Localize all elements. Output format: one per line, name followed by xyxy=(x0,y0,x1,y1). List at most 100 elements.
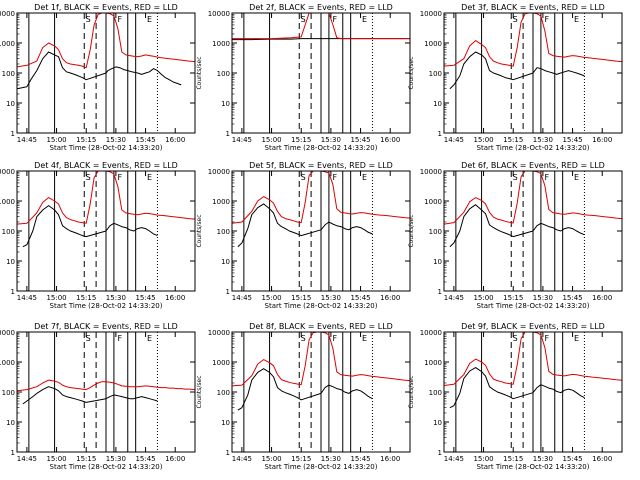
x-tick-label: 14:45 xyxy=(444,136,464,144)
x-tick-label: 15:30 xyxy=(321,294,341,302)
annotation-letter: F xyxy=(118,15,123,24)
x-tick-label: 15:15 xyxy=(76,136,96,144)
y-tick-label: 100 xyxy=(217,389,230,397)
y-tick-label: 10 xyxy=(433,100,442,108)
x-tick-label: 15:30 xyxy=(533,294,553,302)
y-tick-label: 1000 xyxy=(212,198,230,206)
annotation-letter: E xyxy=(574,334,579,343)
annotation-letter: F xyxy=(118,334,123,343)
x-tick-label: 15:45 xyxy=(350,455,370,463)
chart-title: Det 9f, BLACK = Events, RED = LLD xyxy=(461,322,605,331)
y-tick-label: 10000 xyxy=(0,168,15,176)
x-tick-label: 16:00 xyxy=(380,136,400,144)
series-events-line xyxy=(16,51,182,90)
x-tick-label: 15:30 xyxy=(106,294,126,302)
x-tick-label: 15:15 xyxy=(503,294,523,302)
chart-title: Det 3f, BLACK = Events, RED = LLD xyxy=(461,3,605,12)
plot-frame xyxy=(231,12,411,134)
annotation-letter: E xyxy=(147,173,152,182)
y-tick-label: 10000 xyxy=(420,329,442,337)
series-events-line xyxy=(449,367,585,409)
x-axis-label: Start Time (28-Oct-02 14:33:20) xyxy=(50,302,163,310)
x-tick-label: 14:45 xyxy=(17,136,37,144)
y-tick-label: 10 xyxy=(221,258,230,266)
chart-panel-7: Det 7f, BLACK = Events, RED = LLD 1 10 100 1… xyxy=(0,322,196,471)
annotation-letter: S xyxy=(301,334,306,343)
y-tick-label: 1 xyxy=(11,130,15,138)
x-tick-label: 14:45 xyxy=(444,294,464,302)
y-tick-label: 1 xyxy=(438,130,442,138)
x-tick-label: 14:45 xyxy=(232,136,252,144)
x-tick-label: 15:15 xyxy=(291,294,311,302)
y-tick-label: 10 xyxy=(221,100,230,108)
x-tick-label: 15:30 xyxy=(321,455,341,463)
annotation-letter: F xyxy=(333,173,338,182)
series-events-line xyxy=(449,51,585,90)
y-tick-label: 100 xyxy=(429,70,442,78)
x-tick-label: 16:00 xyxy=(165,294,185,302)
y-axis-label: Counts/sec xyxy=(196,375,203,408)
series-lld-line xyxy=(443,12,623,67)
x-axis-label: Start Time (28-Oct-02 14:33:20) xyxy=(477,463,590,471)
y-axis-label: Counts/sec xyxy=(408,375,415,408)
chart-title: Det 8f, BLACK = Events, RED = LLD xyxy=(249,322,393,331)
annotation-letter: E xyxy=(362,15,367,24)
y-tick-label: 1000 xyxy=(212,40,230,48)
y-tick-label: 10 xyxy=(6,258,15,266)
y-tick-label: 1000 xyxy=(212,359,230,367)
chart-panel-9: Det 9f, BLACK = Events, RED = LLD 1 10 100 1… xyxy=(408,322,623,471)
x-axis-label: Start Time (28-Oct-02 14:33:20) xyxy=(265,463,378,471)
annotation-letter: S xyxy=(86,334,91,343)
y-tick-label: 100 xyxy=(217,70,230,78)
x-tick-label: 15:45 xyxy=(350,136,370,144)
annotation-letter: S xyxy=(513,15,518,24)
series-events-line xyxy=(237,368,373,411)
x-tick-label: 14:45 xyxy=(232,294,252,302)
series-lld-line xyxy=(231,170,411,224)
annotation-letter: F xyxy=(545,334,550,343)
series-events-line xyxy=(237,203,373,248)
x-axis-label: Start Time (28-Oct-02 14:33:20) xyxy=(50,144,163,152)
annotation-letter: F xyxy=(545,173,550,182)
x-tick-label: 15:15 xyxy=(76,455,96,463)
y-tick-label: 1 xyxy=(11,449,15,457)
chart-panel-3: Det 3f, BLACK = Events, RED = LLD 1 10 100 1… xyxy=(408,3,623,152)
series-lld-line xyxy=(16,12,196,69)
y-tick-label: 10000 xyxy=(420,10,442,18)
x-tick-label: 15:00 xyxy=(473,455,493,463)
plot-frame xyxy=(443,170,623,292)
y-tick-label: 1 xyxy=(226,288,230,296)
x-tick-label: 15:00 xyxy=(46,136,66,144)
y-tick-label: 1000 xyxy=(0,359,15,367)
annotation-letter: E xyxy=(574,15,579,24)
y-tick-label: 10000 xyxy=(420,168,442,176)
y-tick-label: 10 xyxy=(221,419,230,427)
x-tick-label: 14:45 xyxy=(232,455,252,463)
series-events-line xyxy=(22,205,158,248)
plot-frame xyxy=(16,12,196,134)
x-tick-label: 16:00 xyxy=(592,294,612,302)
x-axis-label: Start Time (28-Oct-02 14:33:20) xyxy=(50,463,163,471)
x-tick-label: 15:15 xyxy=(291,455,311,463)
y-tick-label: 100 xyxy=(2,228,15,236)
y-axis-label: Counts/sec xyxy=(408,214,415,247)
x-tick-label: 16:00 xyxy=(592,455,612,463)
y-tick-label: 1 xyxy=(11,288,15,296)
y-tick-label: 1 xyxy=(226,449,230,457)
y-tick-label: 10 xyxy=(6,419,15,427)
chart-panel-4: Det 4f, BLACK = Events, RED = LLD 1 10 100 1… xyxy=(0,161,196,310)
x-tick-label: 15:15 xyxy=(76,294,96,302)
annotation-letter: F xyxy=(545,15,550,24)
x-tick-label: 15:00 xyxy=(261,294,281,302)
annotation-letter: S xyxy=(301,173,306,182)
x-tick-label: 15:45 xyxy=(135,294,155,302)
y-axis-label: Counts/sec xyxy=(408,56,415,89)
annotation-letter: S xyxy=(301,15,306,24)
annotation-letter: F xyxy=(118,173,123,182)
x-tick-label: 14:45 xyxy=(444,455,464,463)
chart-title: Det 7f, BLACK = Events, RED = LLD xyxy=(34,322,178,331)
y-tick-label: 100 xyxy=(2,389,15,397)
annotation-letter: S xyxy=(86,15,91,24)
x-tick-label: 15:00 xyxy=(473,294,493,302)
